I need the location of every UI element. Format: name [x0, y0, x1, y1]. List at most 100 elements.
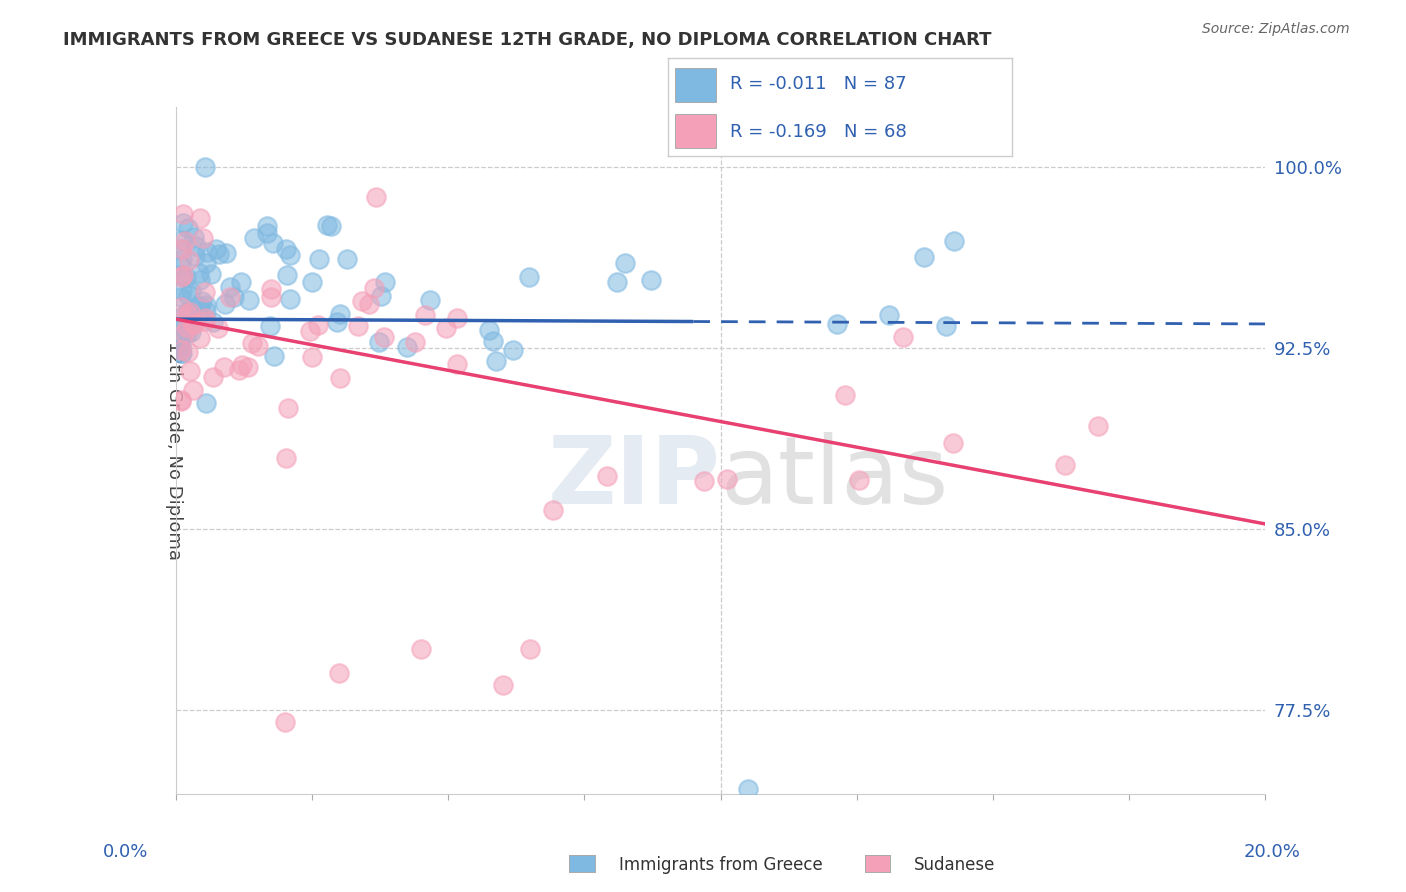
Point — [191, 231, 214, 245]
Point — [170, 343, 193, 357]
Point — [188, 331, 211, 345]
Point — [180, 284, 202, 298]
Point — [228, 362, 250, 376]
Point — [478, 323, 501, 337]
Point — [307, 318, 329, 332]
Point — [409, 642, 432, 657]
Point — [395, 339, 418, 353]
Point — [170, 242, 193, 256]
Point — [238, 293, 260, 308]
Text: IMMIGRANTS FROM GREECE VS SUDANESE 12TH GRADE, NO DIPLOMA CORRELATION CHART: IMMIGRANTS FROM GREECE VS SUDANESE 12TH … — [63, 31, 991, 49]
Point — [188, 273, 211, 287]
Point — [194, 285, 217, 299]
Bar — [675, 114, 716, 148]
Point — [170, 330, 193, 344]
Point — [240, 335, 263, 350]
Point — [877, 308, 900, 322]
Point — [446, 311, 468, 326]
Point — [274, 242, 297, 256]
Point — [891, 330, 914, 344]
Point — [328, 666, 350, 681]
Point — [373, 330, 395, 344]
Point — [321, 219, 343, 234]
Point — [170, 268, 193, 282]
Point — [336, 252, 359, 267]
Point — [262, 235, 284, 250]
Point — [236, 359, 259, 374]
Point — [640, 273, 662, 287]
Point — [195, 298, 218, 312]
Point — [224, 290, 246, 304]
Point — [215, 246, 238, 260]
Point — [170, 393, 193, 408]
Text: Source: ZipAtlas.com: Source: ZipAtlas.com — [1202, 22, 1350, 37]
Point — [173, 234, 195, 248]
Point — [482, 334, 505, 348]
Point — [363, 281, 385, 295]
Point — [299, 324, 322, 338]
Text: Immigrants from Greece: Immigrants from Greece — [619, 856, 823, 874]
Point — [413, 308, 436, 322]
Point — [194, 255, 217, 269]
Point — [205, 242, 228, 256]
Point — [1053, 458, 1076, 473]
Point — [183, 229, 205, 244]
Point — [914, 250, 936, 264]
Point — [301, 275, 323, 289]
Point — [188, 266, 211, 280]
Point — [177, 344, 200, 359]
Point — [219, 290, 242, 304]
Point — [177, 221, 200, 235]
Point — [308, 252, 330, 266]
Point — [212, 360, 235, 375]
Point — [176, 326, 198, 340]
Point — [350, 293, 373, 308]
Point — [231, 275, 253, 289]
Point — [517, 270, 540, 285]
Point — [434, 320, 457, 334]
Point — [194, 396, 217, 410]
Point — [325, 315, 347, 329]
Point — [170, 284, 193, 298]
Point — [613, 255, 636, 269]
Point — [208, 247, 231, 261]
Point — [172, 233, 194, 247]
Point — [214, 297, 236, 311]
Point — [596, 468, 619, 483]
Point — [180, 325, 202, 339]
Point — [170, 392, 193, 407]
Point — [329, 307, 352, 321]
Point — [183, 317, 205, 331]
Point — [176, 288, 198, 302]
Point — [260, 290, 283, 304]
Text: 0.0%: 0.0% — [103, 843, 148, 861]
Point — [256, 226, 278, 240]
Text: R = -0.011   N = 87: R = -0.011 N = 87 — [730, 76, 907, 94]
Point — [179, 305, 201, 319]
Point — [170, 343, 193, 357]
Point — [188, 299, 211, 313]
Point — [541, 502, 564, 516]
Point — [193, 314, 215, 328]
Point — [207, 321, 229, 335]
Point — [176, 308, 198, 322]
Point — [277, 401, 299, 416]
Point — [737, 782, 759, 797]
Point — [174, 269, 197, 284]
Point — [943, 235, 966, 249]
Point — [256, 219, 278, 233]
Point — [368, 335, 391, 350]
Point — [827, 318, 849, 332]
Text: atlas: atlas — [721, 432, 949, 524]
Text: R = -0.169   N = 68: R = -0.169 N = 68 — [730, 122, 907, 141]
Point — [942, 436, 965, 450]
Point — [172, 268, 194, 282]
Point — [201, 370, 224, 384]
Point — [419, 293, 441, 308]
Point — [260, 282, 283, 296]
Point — [263, 350, 285, 364]
Point — [243, 230, 266, 244]
Point — [370, 289, 392, 303]
Bar — [675, 68, 716, 103]
Point — [181, 317, 204, 331]
